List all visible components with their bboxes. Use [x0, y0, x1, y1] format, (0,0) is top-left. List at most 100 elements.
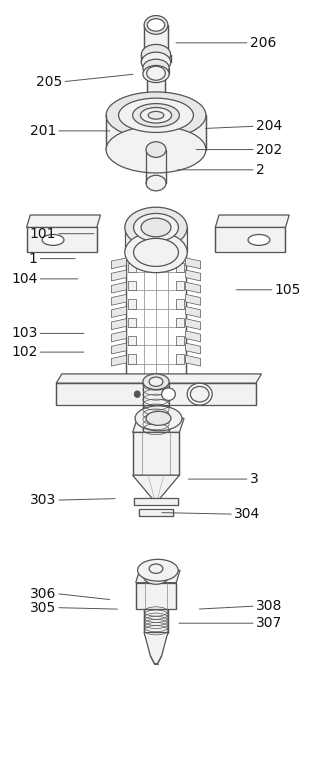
Text: 304: 304 — [234, 507, 260, 521]
Ellipse shape — [134, 391, 140, 397]
Bar — [144, 569, 168, 576]
Text: 104: 104 — [11, 272, 37, 286]
Polygon shape — [128, 299, 136, 308]
Polygon shape — [111, 355, 126, 366]
Ellipse shape — [149, 564, 163, 573]
Ellipse shape — [143, 59, 169, 76]
Text: 205: 205 — [36, 75, 62, 89]
Bar — [144, 25, 168, 55]
Ellipse shape — [144, 569, 168, 584]
Ellipse shape — [143, 65, 169, 83]
Ellipse shape — [146, 411, 171, 425]
Text: 102: 102 — [11, 345, 37, 359]
Text: 105: 105 — [275, 283, 301, 297]
Bar — [56, 383, 256, 405]
Ellipse shape — [148, 111, 164, 119]
Bar — [139, 509, 173, 516]
Ellipse shape — [144, 16, 168, 34]
Ellipse shape — [42, 234, 64, 245]
Text: 2: 2 — [256, 163, 265, 177]
Polygon shape — [186, 282, 201, 293]
Polygon shape — [133, 475, 179, 500]
Ellipse shape — [134, 238, 178, 266]
Ellipse shape — [106, 92, 206, 139]
Polygon shape — [176, 281, 184, 291]
Polygon shape — [128, 281, 136, 291]
Bar — [143, 382, 169, 432]
Ellipse shape — [190, 386, 209, 402]
Text: 306: 306 — [30, 587, 56, 601]
Polygon shape — [186, 343, 201, 354]
Polygon shape — [176, 299, 184, 308]
Polygon shape — [133, 418, 184, 432]
Ellipse shape — [146, 175, 166, 191]
Text: 206: 206 — [250, 36, 276, 50]
Ellipse shape — [187, 383, 212, 405]
Bar — [125, 227, 187, 252]
Ellipse shape — [149, 377, 163, 386]
Ellipse shape — [140, 108, 172, 123]
Ellipse shape — [133, 104, 179, 127]
Polygon shape — [111, 258, 126, 269]
Ellipse shape — [144, 45, 168, 64]
Polygon shape — [111, 331, 126, 342]
Polygon shape — [111, 282, 126, 293]
Polygon shape — [186, 258, 201, 269]
Polygon shape — [176, 354, 184, 364]
Text: 1: 1 — [29, 252, 37, 266]
Text: 303: 303 — [30, 493, 56, 507]
Ellipse shape — [141, 44, 171, 65]
Ellipse shape — [143, 374, 169, 390]
Polygon shape — [186, 355, 201, 366]
Bar — [106, 115, 206, 150]
Text: 101: 101 — [30, 227, 56, 241]
Polygon shape — [111, 270, 126, 281]
Polygon shape — [186, 319, 201, 330]
Polygon shape — [111, 319, 126, 330]
Bar — [141, 55, 171, 62]
Text: 307: 307 — [256, 616, 282, 630]
Bar — [215, 227, 285, 252]
Text: 204: 204 — [256, 119, 282, 133]
Polygon shape — [215, 215, 289, 227]
Polygon shape — [27, 215, 100, 227]
Polygon shape — [176, 336, 184, 345]
Text: 201: 201 — [30, 124, 56, 138]
Ellipse shape — [146, 142, 166, 157]
Ellipse shape — [119, 98, 193, 132]
Bar — [27, 227, 97, 252]
Ellipse shape — [144, 561, 168, 576]
Ellipse shape — [248, 234, 270, 245]
Bar — [146, 150, 166, 183]
Polygon shape — [128, 336, 136, 345]
Polygon shape — [144, 633, 168, 664]
Ellipse shape — [134, 213, 178, 241]
Polygon shape — [186, 307, 201, 318]
Polygon shape — [136, 570, 180, 583]
Bar — [143, 68, 169, 74]
Text: 305: 305 — [30, 601, 56, 615]
Bar — [147, 73, 165, 109]
Polygon shape — [111, 307, 126, 318]
Polygon shape — [111, 343, 126, 354]
Ellipse shape — [162, 388, 175, 400]
Polygon shape — [128, 318, 136, 327]
Polygon shape — [186, 270, 201, 281]
Bar — [136, 583, 176, 609]
Bar — [134, 498, 178, 505]
Polygon shape — [186, 294, 201, 305]
Bar — [144, 609, 168, 633]
Text: 202: 202 — [256, 143, 282, 157]
Ellipse shape — [147, 102, 165, 116]
Ellipse shape — [141, 52, 171, 72]
Ellipse shape — [125, 232, 187, 273]
Polygon shape — [186, 331, 201, 342]
Ellipse shape — [141, 218, 171, 237]
Ellipse shape — [125, 207, 187, 248]
Ellipse shape — [147, 19, 165, 31]
Text: 3: 3 — [250, 472, 258, 486]
Polygon shape — [128, 263, 136, 272]
Bar — [133, 432, 179, 475]
Polygon shape — [176, 318, 184, 327]
Ellipse shape — [135, 406, 182, 431]
